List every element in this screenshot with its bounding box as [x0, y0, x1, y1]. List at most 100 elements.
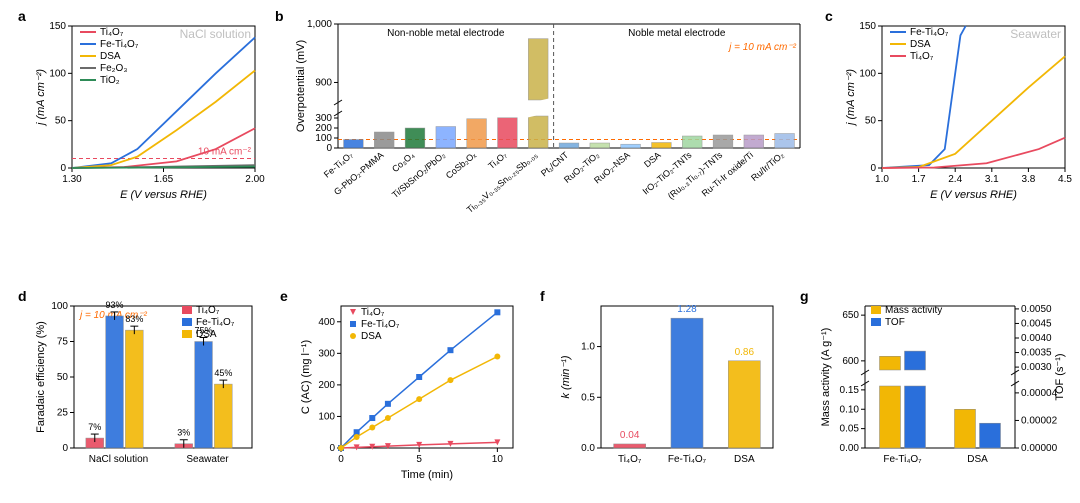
svg-text:0: 0 [329, 443, 335, 454]
svg-text:200: 200 [318, 380, 335, 391]
svg-text:Ti₄O₇: Ti₄O₇ [196, 305, 220, 316]
panel-d-chart: 0255075100j = 10 mA cm⁻²Ti₄O₇Fe-Ti₄O₇DSA… [30, 298, 260, 493]
svg-text:0.00002: 0.00002 [1021, 415, 1058, 426]
panel-b-label: b [275, 8, 284, 24]
svg-text:0.0040: 0.0040 [1021, 333, 1052, 344]
panel-g-chart: 0.000.050.100.156006500.000000.000020.00… [815, 298, 1070, 493]
svg-text:Faradaic efficiency (%): Faradaic efficiency (%) [35, 321, 47, 433]
svg-text:0.05: 0.05 [840, 424, 860, 435]
svg-text:1.0: 1.0 [875, 174, 889, 185]
panel-g-label: g [800, 288, 809, 304]
svg-text:0.00: 0.00 [840, 443, 860, 454]
svg-text:1.0: 1.0 [581, 342, 595, 353]
svg-text:0.0: 0.0 [581, 443, 595, 454]
svg-text:0.15: 0.15 [840, 385, 860, 396]
svg-text:Fe₂O₃: Fe₂O₃ [100, 63, 127, 74]
svg-text:Ti₄O₇: Ti₄O₇ [910, 51, 934, 62]
panel-f-label: f [540, 288, 545, 304]
svg-text:50: 50 [55, 116, 67, 127]
svg-text:C (AC) (mg l⁻¹): C (AC) (mg l⁻¹) [300, 340, 312, 414]
svg-text:300: 300 [315, 113, 332, 124]
svg-text:0: 0 [60, 163, 66, 174]
svg-text:300: 300 [318, 348, 335, 359]
panel-d-label: d [18, 288, 27, 304]
svg-text:100: 100 [315, 133, 332, 144]
svg-text:1,000: 1,000 [307, 19, 332, 30]
svg-text:Overpotential (mV): Overpotential (mV) [295, 40, 307, 132]
svg-text:TOF: TOF [885, 317, 905, 328]
svg-text:83%: 83% [125, 314, 143, 324]
svg-text:1.30: 1.30 [62, 174, 82, 185]
svg-text:DSA: DSA [361, 331, 382, 342]
svg-text:7%: 7% [88, 422, 101, 432]
svg-text:Ti/SbSnO₂/PbO₂: Ti/SbSnO₂/PbO₂ [390, 150, 448, 201]
svg-text:Fe-Ti₄O₇: Fe-Ti₄O₇ [883, 454, 922, 465]
svg-text:400: 400 [318, 317, 335, 328]
svg-text:DSA: DSA [910, 39, 931, 50]
svg-text:Ti₄O₇: Ti₄O₇ [100, 27, 124, 38]
svg-text:200: 200 [315, 123, 332, 134]
svg-text:0.00004: 0.00004 [1021, 388, 1058, 399]
svg-text:100: 100 [859, 68, 876, 79]
svg-text:Non-noble metal electrode: Non-noble metal electrode [387, 28, 505, 39]
svg-text:10: 10 [492, 454, 504, 465]
svg-text:Seawater: Seawater [186, 454, 229, 465]
svg-text:TiO₂: TiO₂ [100, 75, 120, 86]
svg-text:1.7: 1.7 [912, 174, 926, 185]
panel-f-chart: 0.00.51.00.04Ti₄O₇1.28Fe-Ti₄O₇0.86DSAk (… [555, 298, 780, 493]
svg-text:100: 100 [49, 68, 66, 79]
svg-text:Time (min): Time (min) [401, 469, 453, 481]
svg-text:(Ru₀.₃Ti₀.₇)-TNTs: (Ru₀.₃Ti₀.₇)-TNTs [666, 150, 725, 202]
svg-text:Fe-Ti₄O₇: Fe-Ti₄O₇ [668, 454, 707, 465]
svg-text:0.10: 0.10 [840, 404, 860, 415]
svg-text:3.8: 3.8 [1021, 174, 1035, 185]
svg-text:100: 100 [51, 301, 68, 312]
svg-text:0: 0 [338, 454, 344, 465]
svg-text:2.00: 2.00 [245, 174, 265, 185]
svg-text:Co₃O₄: Co₃O₄ [390, 150, 416, 174]
svg-text:4.5: 4.5 [1058, 174, 1072, 185]
svg-text:100: 100 [318, 411, 335, 422]
svg-text:0: 0 [62, 443, 68, 454]
svg-text:2.4: 2.4 [948, 174, 962, 185]
svg-text:Ti₄O₇: Ti₄O₇ [486, 150, 508, 171]
svg-text:DSA: DSA [734, 454, 755, 465]
svg-text:k (min⁻¹): k (min⁻¹) [560, 355, 572, 398]
svg-text:NaCl solution: NaCl solution [89, 454, 148, 465]
svg-text:0.86: 0.86 [735, 347, 755, 358]
svg-text:0: 0 [326, 143, 332, 154]
svg-text:0.0050: 0.0050 [1021, 304, 1052, 315]
svg-text:j (mA cm⁻²): j (mA cm⁻²) [35, 69, 47, 127]
svg-text:NaCl solution: NaCl solution [180, 27, 251, 41]
svg-text:25: 25 [57, 408, 69, 419]
svg-text:Seawater: Seawater [1010, 27, 1061, 41]
svg-text:0.0030: 0.0030 [1021, 362, 1052, 373]
svg-text:0.0045: 0.0045 [1021, 318, 1052, 329]
svg-text:Mass activity: Mass activity [885, 305, 942, 316]
panel-e-label: e [280, 288, 288, 304]
panel-e-chart: 01002003004000510Ti₄O₇Fe-Ti₄O₇DSATime (m… [295, 298, 520, 493]
svg-text:0.5: 0.5 [581, 392, 595, 403]
svg-text:DSA: DSA [967, 454, 988, 465]
svg-text:50: 50 [865, 116, 877, 127]
svg-text:3%: 3% [177, 428, 190, 438]
svg-text:j (mA cm⁻²): j (mA cm⁻²) [845, 69, 857, 127]
svg-text:75%: 75% [195, 326, 213, 336]
svg-text:Mass activity (A g⁻¹): Mass activity (A g⁻¹) [820, 328, 832, 427]
svg-text:Ru/Ir/TiO₂: Ru/Ir/TiO₂ [749, 150, 786, 183]
svg-text:45%: 45% [214, 368, 232, 378]
svg-text:j = 10 mA cm⁻²: j = 10 mA cm⁻² [727, 42, 797, 53]
panel-c-label: c [825, 8, 833, 24]
panel-c-chart: 0501001501.01.72.43.13.84.5SeawaterFe-Ti… [840, 18, 1070, 213]
svg-text:150: 150 [49, 21, 66, 32]
panel-a-label: a [18, 8, 26, 24]
svg-text:5: 5 [416, 454, 422, 465]
panel-a-chart: 0501001501.301.652.0010 mA cm⁻²NaCl solu… [30, 18, 260, 213]
svg-text:3.1: 3.1 [985, 174, 999, 185]
svg-text:50: 50 [57, 372, 69, 383]
svg-text:E (V versus RHE): E (V versus RHE) [120, 189, 207, 201]
svg-text:Fe-Ti₄O₇: Fe-Ti₄O₇ [100, 39, 139, 50]
svg-text:150: 150 [859, 21, 876, 32]
svg-text:Ti₄O₇: Ti₄O₇ [361, 307, 385, 318]
panel-b-chart: 01002003009001,000Non-noble metal electr… [290, 18, 810, 258]
